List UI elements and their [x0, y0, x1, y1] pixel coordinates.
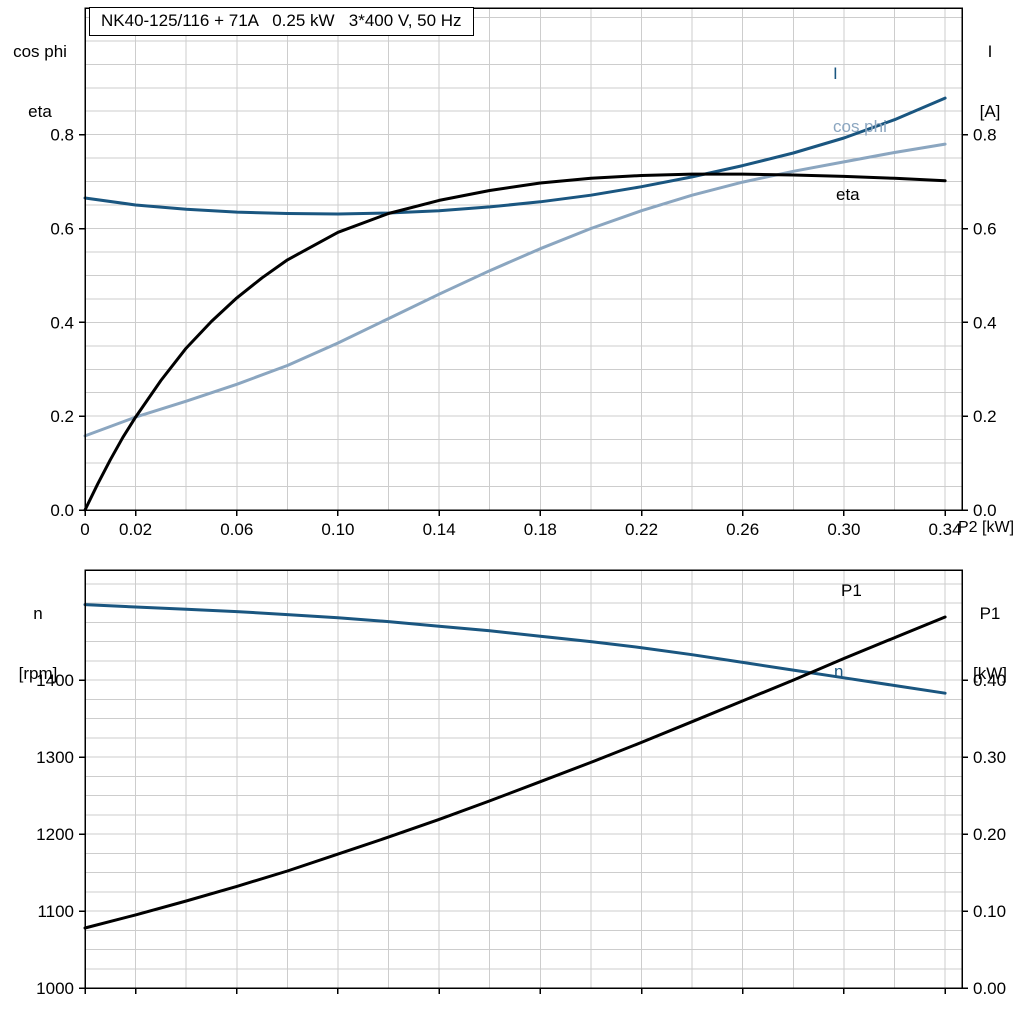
y-tick-label-left: 1300 [36, 748, 74, 767]
eta-axis-label: eta [28, 102, 52, 121]
curve-eta [83, 172, 947, 512]
bottom-right-axis-title: P1 [kW] [956, 564, 1024, 724]
y-tick-label-right: 0.0 [973, 501, 997, 520]
curve-label-p1: P1 [841, 581, 862, 600]
grid-lines [85, 8, 962, 510]
x-axis-title: P2 [kW] [958, 519, 1015, 536]
tick-labels: 1000 1100 1200 1300 1400 0.00 0.10 0.20 0.30 0.40 [36, 671, 1006, 998]
y-tick-label-right: 0.10 [973, 902, 1006, 921]
x-tick-label: 0.30 [827, 520, 860, 539]
x-tick-label: 0.34 [929, 520, 962, 539]
x-tick-label: 0.02 [119, 520, 152, 539]
curve-cos-phi [83, 142, 947, 438]
power-axis-label: P1 [979, 604, 1001, 623]
y-tick-label-right: 0.30 [973, 748, 1006, 767]
curve-P1 [83, 615, 947, 930]
x-tick-label: 0 [80, 520, 89, 539]
x-tick-label: 0.10 [321, 520, 354, 539]
x-tick-label: 0.14 [423, 520, 456, 539]
curve-n [83, 603, 947, 695]
tick-labels: 0 0.02 0.06 0.10 0.14 0.18 0.22 0.26 0.30 0.34 0.0… [50, 126, 996, 539]
curve-label-n: n [834, 662, 844, 681]
rpm-unit-label: [rpm] [18, 664, 58, 683]
y-tick-label-left: 0.6 [50, 220, 74, 239]
speed-axis-label: n [33, 604, 43, 623]
y-tick-label-right: 0.6 [973, 220, 997, 239]
y-tick-label-right: 0.20 [973, 825, 1006, 844]
curve-label-current: I [833, 64, 838, 83]
y-tick-label-left: 1100 [37, 902, 74, 921]
curve-I [83, 96, 947, 216]
ampere-unit-label: [A] [979, 102, 1001, 121]
curve-label-eta: eta [836, 185, 860, 204]
y-tick-label-left: 1400 [36, 671, 74, 690]
bottom-left-axis-title: n [rpm] [0, 564, 76, 724]
motor-speed-power-chart: 1000 1100 1200 1300 1400 0.00 0.10 0.20 0.30 0.40 [36, 569, 1006, 998]
top-left-axis-title: cos phi eta [0, 2, 80, 162]
x-tick-label: 0.18 [524, 520, 557, 539]
plot-border [84, 7, 963, 511]
motor-electrical-chart: 0 0.02 0.06 0.10 0.14 0.18 0.22 0.26 0.30 0.34 0.0… [50, 7, 997, 539]
grid-lines [85, 570, 962, 988]
y-tick-label-left: 1200 [36, 825, 74, 844]
y-tick-label-left: 0.0 [50, 501, 74, 520]
y-tick-label-right: 0.4 [973, 313, 997, 332]
x-tick-label: 0.22 [625, 520, 658, 539]
curve-label-cos-phi: cos phi [833, 117, 887, 136]
x-tick-label: 0.06 [220, 520, 253, 539]
kw-unit-label: [kW] [973, 664, 1007, 683]
y-tick-label-left: 0.8 [50, 126, 74, 145]
y-tick-label-right: 0.00 [973, 979, 1006, 998]
cos-phi-axis-label: cos phi [13, 42, 67, 61]
tick-marks [79, 133, 968, 516]
y-tick-label-right: 0.2 [973, 407, 997, 426]
plot-border [84, 569, 963, 989]
y-tick-label-left: 0.2 [50, 407, 74, 426]
tick-marks [79, 679, 968, 994]
title-box: NK40-125/116 + 71A 0.25 kW 3*400 V, 50 H… [89, 7, 474, 36]
top-right-axis-title: I [A] [956, 2, 1024, 162]
y-tick-label-right: 0.40 [973, 671, 1006, 690]
y-tick-label-left: 0.4 [50, 313, 74, 332]
current-axis-label: I [987, 42, 993, 61]
y-tick-label-left: 1000 [36, 979, 74, 998]
x-tick-label: 0.26 [726, 520, 759, 539]
y-tick-label-right: 0.8 [973, 126, 997, 145]
